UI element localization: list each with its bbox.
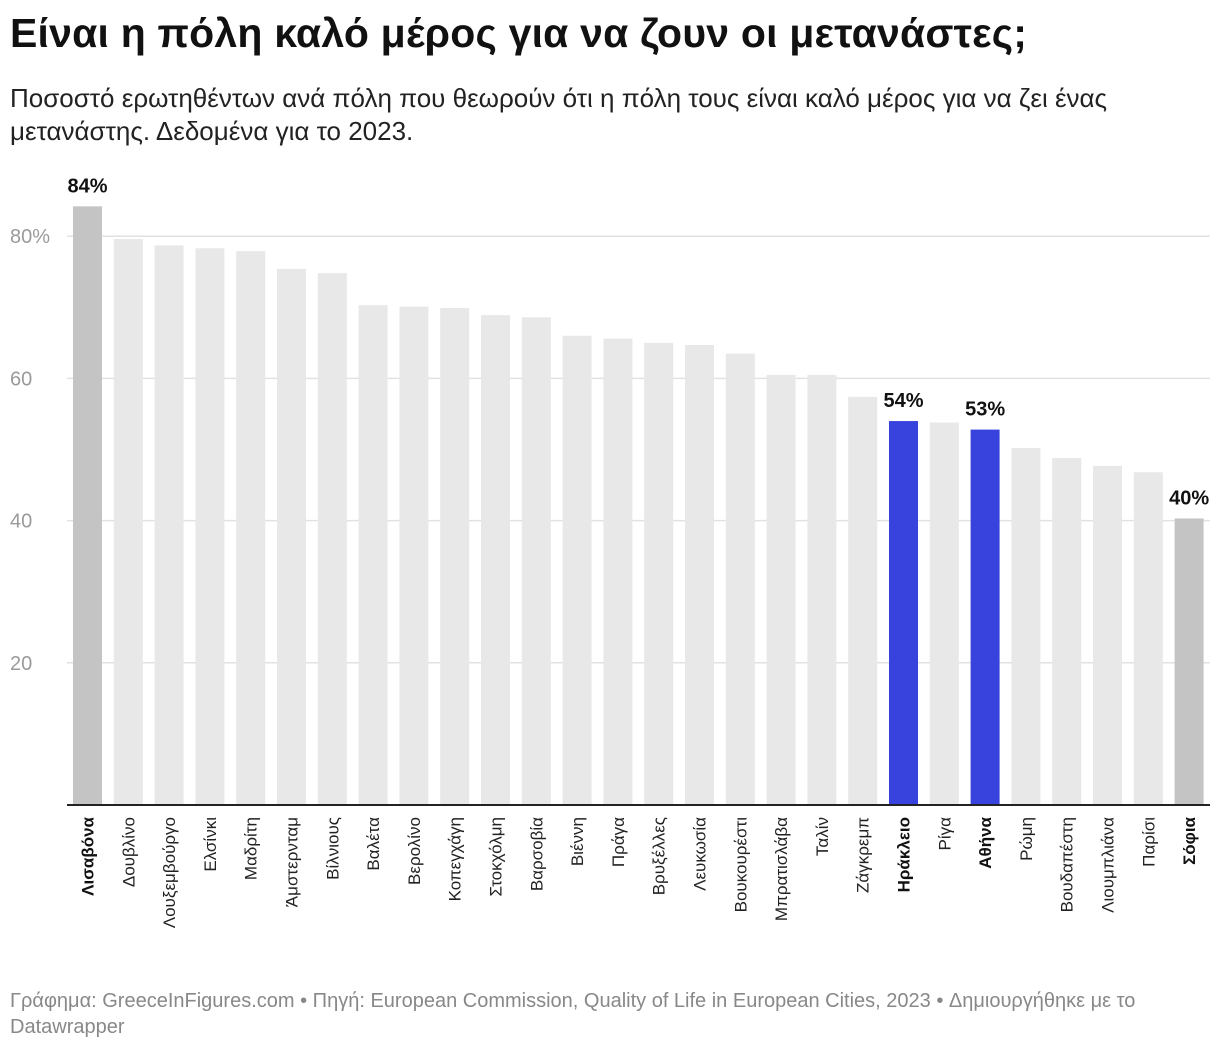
bar	[521, 317, 551, 805]
bar	[848, 396, 878, 805]
x-tick-label: Βερολίνο	[405, 817, 424, 885]
x-tick-label: Βρυξέλλες	[650, 817, 669, 895]
x-tick-label: Ζάγκρεμπ	[854, 817, 873, 893]
x-tick-label: Βαρσοβία	[527, 817, 546, 891]
bar	[1174, 518, 1204, 805]
x-tick-label: Λιουμπλιάνα	[1099, 817, 1118, 913]
bar	[685, 344, 714, 805]
x-tick-label: Ρώμη	[1017, 817, 1036, 861]
x-tick-label: Ελσίνκι	[201, 817, 220, 872]
data-label: 53%	[965, 399, 1005, 421]
y-tick-label: 60	[10, 368, 32, 390]
y-tick-label: 40	[10, 511, 32, 533]
bar	[970, 429, 1000, 805]
data-label: 84%	[67, 175, 107, 197]
bar	[889, 421, 918, 805]
x-tick-label: Βίλνιους	[323, 817, 342, 880]
x-tick-label: Λουξεμβούργο	[160, 817, 179, 928]
bar	[277, 268, 306, 805]
bar	[725, 353, 755, 805]
bar	[1093, 465, 1122, 805]
bar	[399, 306, 429, 805]
data-label: 54%	[883, 390, 923, 412]
bar	[766, 374, 796, 805]
x-tick-label: Μπρατισλάβα	[772, 817, 791, 921]
bar	[1133, 472, 1163, 805]
x-tick-label: Ηράκλειο	[895, 817, 914, 892]
x-tick-label: Ρίγα	[935, 817, 954, 851]
bar	[562, 335, 592, 805]
data-label: 40%	[1169, 487, 1209, 509]
bar	[644, 342, 674, 805]
x-tick-label: Μαδρίτη	[242, 817, 261, 880]
x-tick-label: Πράγα	[609, 817, 628, 867]
x-tick-label: Σόφια	[1180, 816, 1199, 864]
bar	[236, 251, 266, 806]
chart-footer: Γράφημα: GreeceInFigures.com • Πηγή: Eur…	[10, 990, 1136, 1038]
bar	[481, 315, 510, 805]
x-tick-label: Παρίσι	[1139, 817, 1158, 867]
bar	[73, 206, 102, 805]
chart-subtitle: Ποσοστό ερωτηθέντων ανά πόλη που θεωρούν…	[10, 83, 1108, 146]
x-tick-label: Στοκχόλμη	[487, 817, 506, 896]
bar	[317, 273, 347, 805]
bar	[929, 422, 959, 805]
y-tick-label: 80%	[10, 226, 50, 248]
bar	[1011, 448, 1041, 805]
x-tick-label: Βουδαπέστη	[1058, 817, 1077, 912]
bar	[195, 248, 225, 806]
x-tick-label: Λευκωσία	[691, 817, 710, 891]
bar	[807, 374, 837, 805]
x-tick-label: Ταλίν	[813, 817, 832, 856]
chart-title: Είναι η πόλη καλό μέρος για να ζουν οι μ…	[10, 10, 1028, 56]
bar-chart: 20 40 60 80% Λισαβόνα Δουβλίνο Λουξεμβούργο Ελσ…	[10, 175, 1210, 928]
y-tick-label: 20	[10, 653, 32, 675]
bar	[154, 245, 184, 805]
x-tick-label: Κοπεγχάγη	[446, 817, 465, 901]
x-tick-label: Αθήνα	[976, 816, 995, 868]
bar	[603, 338, 633, 805]
x-tick-label: Βιέννη	[568, 817, 587, 866]
bar	[358, 305, 388, 805]
bar	[113, 239, 143, 805]
x-tick-label: Βουκουρέστι	[731, 817, 750, 913]
x-tick-label: Βαλέτα	[364, 817, 383, 871]
x-tick-label: Άμστερνταμ	[283, 817, 302, 907]
x-tick-label: Δουβλίνο	[119, 817, 138, 887]
bar	[1052, 458, 1082, 805]
x-tick-label: Λισαβόνα	[79, 816, 98, 895]
bar	[440, 308, 470, 805]
